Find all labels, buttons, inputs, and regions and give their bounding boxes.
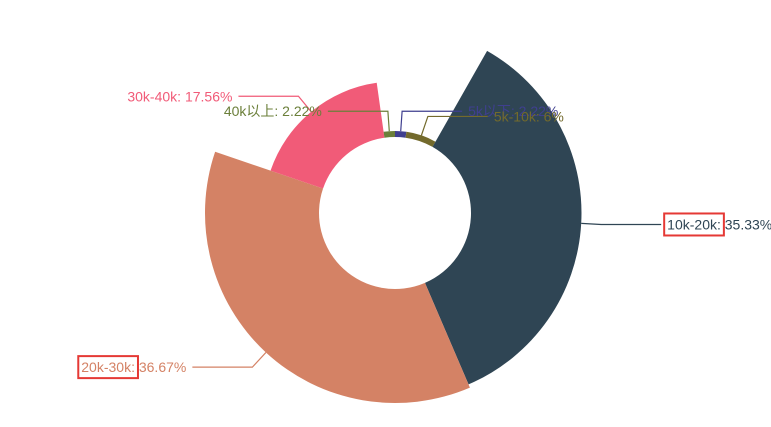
- leader-line-10k-20k: [581, 222, 662, 226]
- slice-label-30k-40k: 30k-40k: 17.56%: [127, 88, 232, 104]
- chart-slices: [205, 50, 582, 403]
- slice-label-5k以下: 5k以下: 2.22%: [468, 103, 558, 119]
- slice-5k-10k[interactable]: [405, 131, 436, 147]
- slice-label-20k-30k: 20k-30k: 36.67%: [81, 359, 186, 375]
- slice-40k以上[interactable]: [383, 131, 395, 138]
- slice-20k-30k[interactable]: [205, 151, 470, 403]
- slice-30k-40k[interactable]: [270, 82, 385, 189]
- slice-10k-20k[interactable]: [424, 50, 582, 385]
- highlight-box-20k-30k: [77, 355, 139, 380]
- slice-label-5k-10k: 5k-10k: 6%: [494, 108, 564, 124]
- leader-line-5k-10k: [420, 115, 488, 136]
- leader-line-20k-30k: [192, 352, 267, 368]
- slice-label-10k-20k: 10k-20k: 35.33%: [667, 216, 771, 232]
- chart-label-leaders: [192, 95, 662, 368]
- leader-line-40k以上: [327, 110, 390, 132]
- label-highlight-boxes: [77, 212, 725, 380]
- leader-line-30k-40k: [238, 95, 312, 113]
- leader-line-5k以下: [400, 110, 463, 132]
- chart-labels: 5k以下: 2.22%5k-10k: 6% 10k-20k: 35.33% 20k-…: [81, 88, 771, 375]
- highlight-box-10k-20k: [663, 212, 725, 237]
- slice-5k以下[interactable]: [395, 131, 407, 138]
- slice-label-40k以上: 40k以上: 2.22%: [224, 103, 322, 119]
